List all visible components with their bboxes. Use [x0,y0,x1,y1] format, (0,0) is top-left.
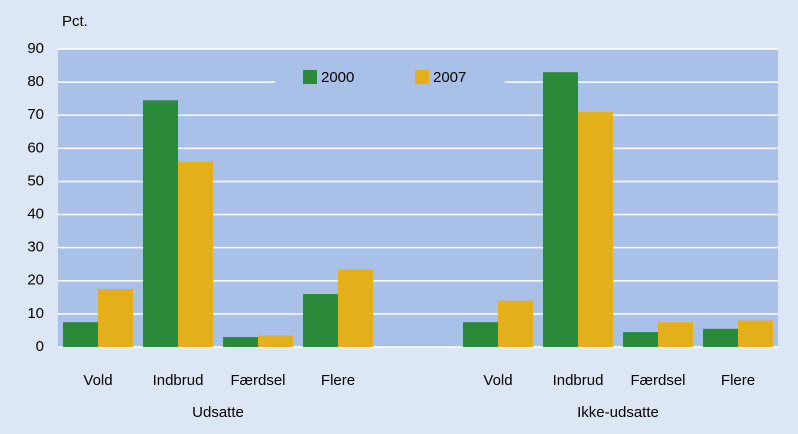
bar [303,294,338,347]
x-tick-label: Vold [483,372,512,389]
bar [498,300,533,347]
bar [223,337,258,347]
bar [98,289,133,347]
bar [143,100,178,347]
x-tick-label: Færdsel [230,372,285,389]
bar [658,322,693,347]
legend-label: 2007 [433,69,466,86]
y-tick-label: 90 [27,40,44,57]
legend-swatch [303,70,317,84]
group-label: Udsatte [192,404,244,421]
group-label: Ikke-udsatte [577,404,659,421]
x-tick-label: Flere [321,372,355,389]
bar [178,161,213,347]
bar [738,320,773,347]
y-axis-label: Pct. [62,13,88,30]
bar [578,111,613,348]
x-tick-label: Indbrud [153,372,204,389]
y-tick-label: 80 [27,73,44,90]
bar [703,328,738,347]
bar [623,332,658,347]
x-tick-label: Flere [721,372,755,389]
legend-label: 2000 [321,69,354,86]
legend-swatch [415,70,429,84]
y-tick-label: 30 [27,239,44,256]
y-tick-label: 0 [36,338,44,355]
y-tick-label: 20 [27,272,44,289]
x-tick-label: Vold [83,372,112,389]
bar [258,335,293,347]
y-tick-label: 50 [27,172,44,189]
bar [543,72,578,347]
y-tick-label: 10 [27,305,44,322]
bar [338,269,373,347]
y-tick-label: 40 [27,206,44,223]
y-tick-label: 70 [27,106,44,123]
bar [463,322,498,347]
x-tick-label: Færdsel [630,372,685,389]
y-tick-label: 60 [27,139,44,156]
x-tick-label: Indbrud [553,372,604,389]
bar [63,322,98,347]
